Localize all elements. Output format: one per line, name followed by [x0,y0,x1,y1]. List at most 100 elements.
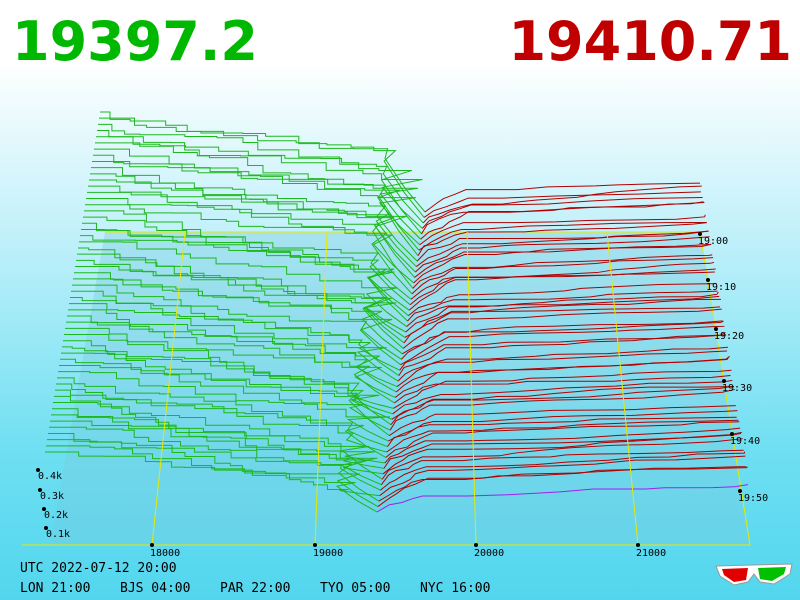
bid-trace [88,185,415,278]
zone-time: TYO 05:00 [320,581,390,596]
ask-trace [416,230,708,262]
bid-trace [69,303,399,382]
ask-trace [423,191,701,218]
bid-trace [59,364,390,437]
floor-grid [606,231,639,546]
ask-trace [401,320,724,360]
bid-trace [81,228,409,317]
ask-trace [415,236,710,273]
bid-trace [68,309,398,388]
bid-trace [77,253,406,338]
time-tick-label: 19:50 [738,493,768,504]
zone-time: PAR 22:00 [220,581,290,596]
tick-dot [44,526,48,530]
bid-trace [83,216,411,306]
tick-dot [738,489,742,493]
bid-trace [60,358,391,431]
ask-trace [392,379,733,415]
ask-trace [395,355,730,398]
bid-trace [99,117,425,218]
ask-trace [402,308,722,349]
ask-trace [398,334,727,376]
depth-tick-label: 0.1k [46,529,70,540]
bid-trace [56,383,387,453]
time-tick-label: 19:20 [714,331,744,342]
tick-dot [150,543,154,547]
bid-trace [75,266,404,349]
bid-trace [100,111,426,213]
bid-trace [85,204,413,295]
ask-trace [422,196,703,229]
bid-trace [50,420,382,486]
ask-trace [390,385,735,426]
ask-trace [380,449,744,486]
bid-trace [79,241,407,327]
tick-dot [36,468,40,472]
floor-grid [314,231,328,546]
ask-trace [397,350,728,382]
price-tick-label: 21000 [636,548,666,559]
ask-trace [406,291,719,327]
bid-trace [66,321,396,398]
bid-price: 19397.2 [12,10,258,73]
floor-grid [466,231,477,546]
ask-trace [419,214,706,246]
bid-trace [55,389,386,458]
ask-trace [385,421,740,458]
ask-trace [408,283,717,317]
zone-time: LON 21:00 [20,581,90,596]
bid-trace [54,395,385,464]
bid-trace [72,284,401,366]
bid-trace [95,142,421,240]
bid-trace [73,278,402,360]
bid-trace [49,426,381,491]
ask-trace [409,271,715,306]
bid-trace [67,315,397,393]
bid-trace [58,371,391,442]
tick-dot [474,543,478,547]
bid-trace [51,414,383,480]
ask-trace [418,222,707,251]
depth-tick-label: 0.2k [44,510,68,521]
tick-dot [313,543,317,547]
bid-trace [57,377,388,448]
bid-trace [65,327,395,404]
bid-trace [92,160,419,256]
ask-trace [412,254,713,289]
bid-trace [70,296,400,377]
ask-trace [394,374,731,404]
time-tick-label: 19:30 [722,383,752,394]
tick-dot [714,327,718,331]
bid-trace [82,222,410,311]
ask-trace [387,410,738,447]
depth-tick-label: 0.3k [40,491,64,502]
ask-trace [408,268,716,311]
bid-trace [52,408,384,475]
bid-trace [46,445,379,507]
ask-trace [377,466,748,507]
ask-trace [388,405,736,437]
ask-trace [384,427,741,464]
ask-trace [400,325,725,366]
bid-trace [90,173,417,267]
ask-trace [396,346,728,387]
ask-trace [376,484,749,513]
bid-trace [93,154,420,251]
floor-edge [22,231,751,546]
ask-trace [413,243,712,284]
price-tick-label: 18000 [150,548,180,559]
ask-trace [386,419,739,453]
ask-trace [420,201,705,240]
tick-dot [636,543,640,547]
3d-glasses-toggle[interactable] [715,563,793,586]
ask-trace [399,331,726,371]
bid-trace [45,451,378,513]
ask-trace [402,320,723,355]
ask-trace [407,290,718,322]
tick-dot [38,488,42,492]
floor [22,231,751,546]
ask-trace [415,230,709,267]
ask-trace [403,298,721,344]
ask-trace [379,455,746,497]
